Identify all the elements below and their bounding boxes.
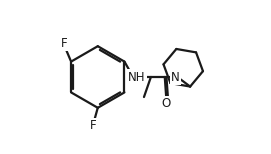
- Text: NH: NH: [128, 71, 146, 83]
- Text: F: F: [90, 120, 97, 132]
- Text: F: F: [61, 37, 67, 50]
- Text: O: O: [161, 97, 171, 110]
- Text: N: N: [171, 71, 180, 83]
